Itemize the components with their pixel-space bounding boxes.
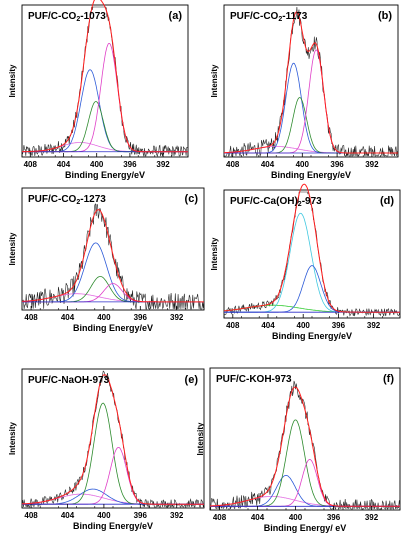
x-tick-label: 392: [365, 513, 379, 522]
raw-spectrum-line: [209, 380, 401, 510]
envelope-fit-line: [223, 183, 400, 313]
x-tick-label: 408: [24, 160, 38, 169]
xps-panel-f: 408 404 400 396 392 PUF/C-KOH-973 (f) Binding E…: [196, 367, 401, 533]
y-axis-label: Intensity: [210, 237, 219, 270]
fit-component-3: [210, 419, 400, 507]
x-tick-label: 396: [327, 513, 341, 522]
panel-letter: (e): [185, 374, 199, 386]
x-tick-label: 408: [24, 313, 38, 322]
x-tick-label: 404: [61, 313, 75, 322]
x-tick-label: 400: [97, 313, 111, 322]
fit-component-2: [22, 69, 188, 153]
x-tick-label: 404: [261, 321, 275, 330]
plot-frame: [21, 368, 205, 509]
fit-component-3: [22, 101, 188, 153]
x-tick-label: 404: [261, 160, 275, 169]
panel-title: PUF/C-Ca(OH)2-973: [230, 196, 322, 208]
plot-frame: [21, 4, 189, 158]
x-tick-label: 400: [296, 160, 310, 169]
panel-title: PUF/C-CO2-1273: [28, 194, 106, 206]
x-tick-label: 400: [90, 160, 104, 169]
raw-spectrum-line: [224, 6, 399, 158]
fit-component-2: [22, 242, 204, 303]
x-tick-label: 396: [134, 313, 148, 322]
x-axis-label: Binding Energy/eV: [65, 170, 145, 180]
x-tick-label: 400: [97, 511, 111, 520]
envelope-fit-line: [209, 386, 400, 507]
x-tick-label: 396: [134, 511, 148, 520]
x-tick-label: 392: [170, 313, 184, 322]
x-tick-label: 408: [226, 160, 240, 169]
xps-panel-d: 408 404 400 396 392 PUF/C-Ca(OH)2-973 (d) Bindi…: [210, 183, 401, 341]
x-tick-label: 404: [57, 160, 71, 169]
x-tick-label: 396: [123, 160, 137, 169]
x-tick-label: 400: [297, 321, 311, 330]
envelope-fit-line: [223, 11, 398, 154]
x-tick-label: 408: [24, 511, 38, 520]
panel-letter: (d): [380, 195, 394, 207]
y-axis-label: Intensity: [8, 422, 17, 455]
x-axis-label: Binding Energy/eV: [271, 170, 351, 180]
panel-title: PUF/C-KOH-973: [216, 374, 292, 385]
xps-panel-a: 408 404 400 396 392 PUF/C-CO2-1073 (a) Binding …: [8, 0, 189, 180]
x-axis-label: Binding Energy/ eV: [264, 523, 347, 533]
x-tick-label: 404: [61, 511, 75, 520]
x-axis-label: Binding Energy/eV: [73, 521, 153, 531]
x-axis-label: Binding Energy/eV: [73, 323, 153, 333]
x-tick-label: 396: [330, 160, 344, 169]
raw-spectrum-line: [21, 370, 205, 509]
y-axis-label: Intensity: [8, 232, 17, 265]
xps-panel-e: 408 404 400 396 392 PUF/C-NaOH-973 (e) Binding …: [8, 368, 205, 531]
xps-panel-b: 408 404 400 396 392 PUF/C-CO2-1173 (b) Binding …: [210, 4, 399, 180]
envelope-fit-line: [21, 0, 188, 153]
fit-component-3: [22, 402, 204, 505]
panel-title: PUF/C-CO2-1173: [230, 11, 308, 23]
x-tick-label: 400: [289, 513, 303, 522]
x-tick-label: 392: [170, 511, 184, 520]
fit-component-2: [22, 488, 204, 505]
raw-spectrum-line: [21, 6, 189, 158]
x-tick-label: 392: [367, 321, 381, 330]
envelope-fit-line: [22, 209, 204, 303]
panel-letter: (a): [169, 10, 183, 22]
panel-title: PUF/C-NaOH-973: [28, 375, 110, 386]
x-tick-label: 404: [251, 513, 265, 522]
fit-component-2: [224, 62, 398, 154]
x-tick-label: 396: [332, 321, 346, 330]
y-axis-label: Intensity: [8, 64, 17, 97]
x-tick-label: 408: [226, 321, 240, 330]
panel-letter: (f): [383, 373, 394, 385]
raw-spectrum-line: [21, 203, 205, 310]
x-tick-label: 408: [213, 513, 227, 522]
fit-component-2: [224, 212, 400, 313]
xps-panel-c: 408 404 400 396 392 PUF/C-CO2-1273 (c) Binding …: [8, 187, 205, 333]
plot-frame: [223, 4, 399, 158]
panel-title: PUF/C-CO2-1073: [28, 11, 106, 23]
fit-component-4: [22, 43, 188, 153]
y-axis-label: Intensity: [196, 422, 205, 455]
x-tick-label: 392: [156, 160, 170, 169]
fit-component-3: [224, 265, 400, 313]
y-axis-label: Intensity: [210, 64, 219, 97]
x-axis-label: Binding Energy/eV: [272, 331, 352, 341]
plot-frame: [209, 367, 401, 511]
panel-letter: (c): [185, 193, 199, 205]
fit-component-4: [22, 446, 204, 505]
envelope-fit-line: [21, 374, 204, 505]
x-tick-label: 392: [365, 160, 379, 169]
panel-letter: (b): [378, 10, 392, 22]
